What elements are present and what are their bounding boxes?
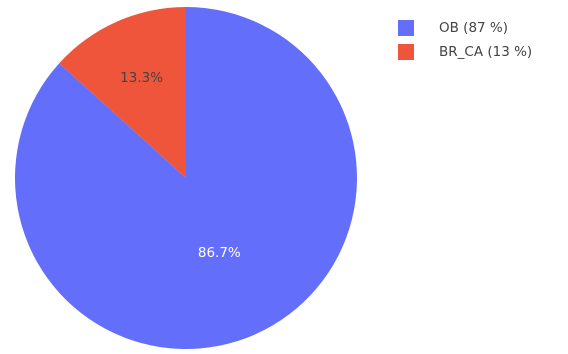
slice-label-br-ca: 13.3% (120, 70, 163, 86)
pie-slices (14, 7, 357, 349)
pie-slice-ob[interactable] (14, 7, 357, 349)
legend: OB (87 %) BR_CA (13 %) (398, 20, 532, 60)
legend-label-ob[interactable]: OB (87 %) (439, 20, 508, 36)
legend-swatch-br-ca[interactable] (398, 44, 414, 60)
pie-slice-labels: 86.7% 13.3% (120, 70, 241, 261)
pie-slice-br-ca[interactable] (59, 7, 186, 178)
legend-swatch-ob[interactable] (398, 20, 414, 36)
slice-label-ob: 86.7% (198, 245, 241, 261)
legend-label-br-ca[interactable]: BR_CA (13 %) (439, 44, 532, 60)
